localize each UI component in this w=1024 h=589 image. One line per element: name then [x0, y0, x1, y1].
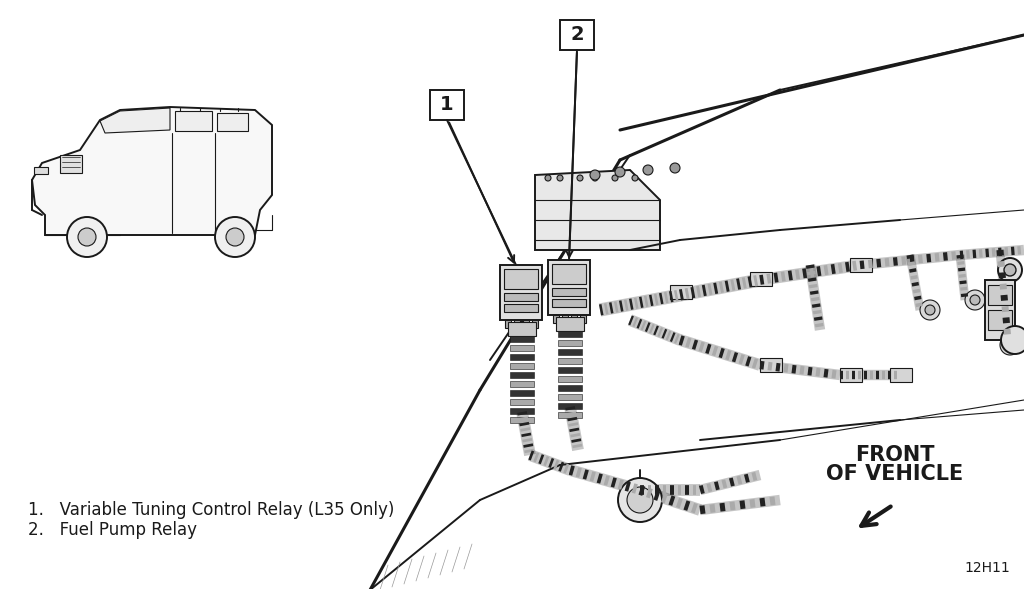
- Bar: [500, 265, 542, 320]
- Circle shape: [1000, 335, 1020, 355]
- Bar: [514, 320, 520, 328]
- Circle shape: [67, 217, 106, 257]
- Bar: [60, 155, 82, 173]
- Circle shape: [925, 305, 935, 315]
- Circle shape: [1005, 340, 1015, 350]
- Bar: [505, 320, 511, 328]
- Text: 2: 2: [570, 25, 584, 45]
- Bar: [523, 320, 529, 328]
- Circle shape: [998, 258, 1022, 282]
- Bar: [558, 349, 582, 355]
- Circle shape: [215, 217, 255, 257]
- Circle shape: [670, 163, 680, 173]
- Bar: [840, 368, 862, 382]
- Bar: [510, 354, 534, 360]
- Bar: [504, 293, 538, 301]
- Bar: [510, 390, 534, 396]
- Circle shape: [612, 175, 618, 181]
- Bar: [988, 310, 1012, 330]
- Bar: [558, 385, 582, 391]
- Bar: [850, 258, 872, 272]
- Bar: [508, 322, 536, 336]
- Bar: [558, 403, 582, 409]
- Circle shape: [1004, 264, 1016, 276]
- Circle shape: [557, 175, 563, 181]
- Bar: [558, 331, 582, 337]
- Bar: [558, 412, 582, 418]
- Circle shape: [970, 295, 980, 305]
- Bar: [510, 399, 534, 405]
- Bar: [504, 304, 538, 312]
- Circle shape: [615, 167, 625, 177]
- Text: 1: 1: [440, 95, 454, 114]
- Circle shape: [1001, 326, 1024, 354]
- Bar: [552, 264, 586, 284]
- Bar: [558, 394, 582, 400]
- Polygon shape: [535, 170, 660, 250]
- Polygon shape: [100, 108, 170, 133]
- Circle shape: [632, 175, 638, 181]
- Circle shape: [592, 175, 598, 181]
- Bar: [750, 272, 772, 286]
- Bar: [553, 315, 559, 323]
- Bar: [556, 317, 584, 331]
- Circle shape: [920, 300, 940, 320]
- Polygon shape: [32, 107, 272, 235]
- Bar: [34, 167, 48, 174]
- Polygon shape: [175, 111, 212, 131]
- Bar: [558, 340, 582, 346]
- Bar: [558, 358, 582, 364]
- Bar: [558, 376, 582, 382]
- Bar: [510, 336, 534, 342]
- Circle shape: [577, 175, 583, 181]
- Bar: [760, 358, 782, 372]
- Text: 12H11: 12H11: [965, 561, 1010, 575]
- Circle shape: [627, 487, 653, 513]
- Text: 2.   Fuel Pump Relay: 2. Fuel Pump Relay: [28, 521, 197, 539]
- Bar: [532, 320, 538, 328]
- Bar: [670, 285, 692, 299]
- Bar: [558, 367, 582, 373]
- Bar: [571, 315, 577, 323]
- Circle shape: [226, 228, 244, 246]
- Circle shape: [643, 165, 653, 175]
- Bar: [510, 363, 534, 369]
- Bar: [985, 280, 1015, 340]
- Bar: [430, 90, 464, 120]
- Text: FRONT: FRONT: [855, 445, 935, 465]
- Circle shape: [590, 170, 600, 180]
- Text: 1.   Variable Tuning Control Relay (L35 Only): 1. Variable Tuning Control Relay (L35 On…: [28, 501, 394, 519]
- Bar: [510, 408, 534, 414]
- Bar: [552, 299, 586, 307]
- Circle shape: [618, 478, 662, 522]
- Bar: [510, 372, 534, 378]
- Circle shape: [545, 175, 551, 181]
- Bar: [510, 345, 534, 351]
- Bar: [548, 260, 590, 315]
- Circle shape: [78, 228, 96, 246]
- Polygon shape: [217, 113, 248, 131]
- Text: OF VEHICLE: OF VEHICLE: [826, 464, 964, 484]
- Circle shape: [965, 290, 985, 310]
- Bar: [510, 417, 534, 423]
- Bar: [562, 315, 568, 323]
- Bar: [560, 20, 594, 50]
- Bar: [988, 285, 1012, 305]
- Bar: [510, 381, 534, 387]
- Bar: [552, 288, 586, 296]
- Bar: [580, 315, 586, 323]
- Bar: [504, 269, 538, 289]
- Bar: [890, 368, 912, 382]
